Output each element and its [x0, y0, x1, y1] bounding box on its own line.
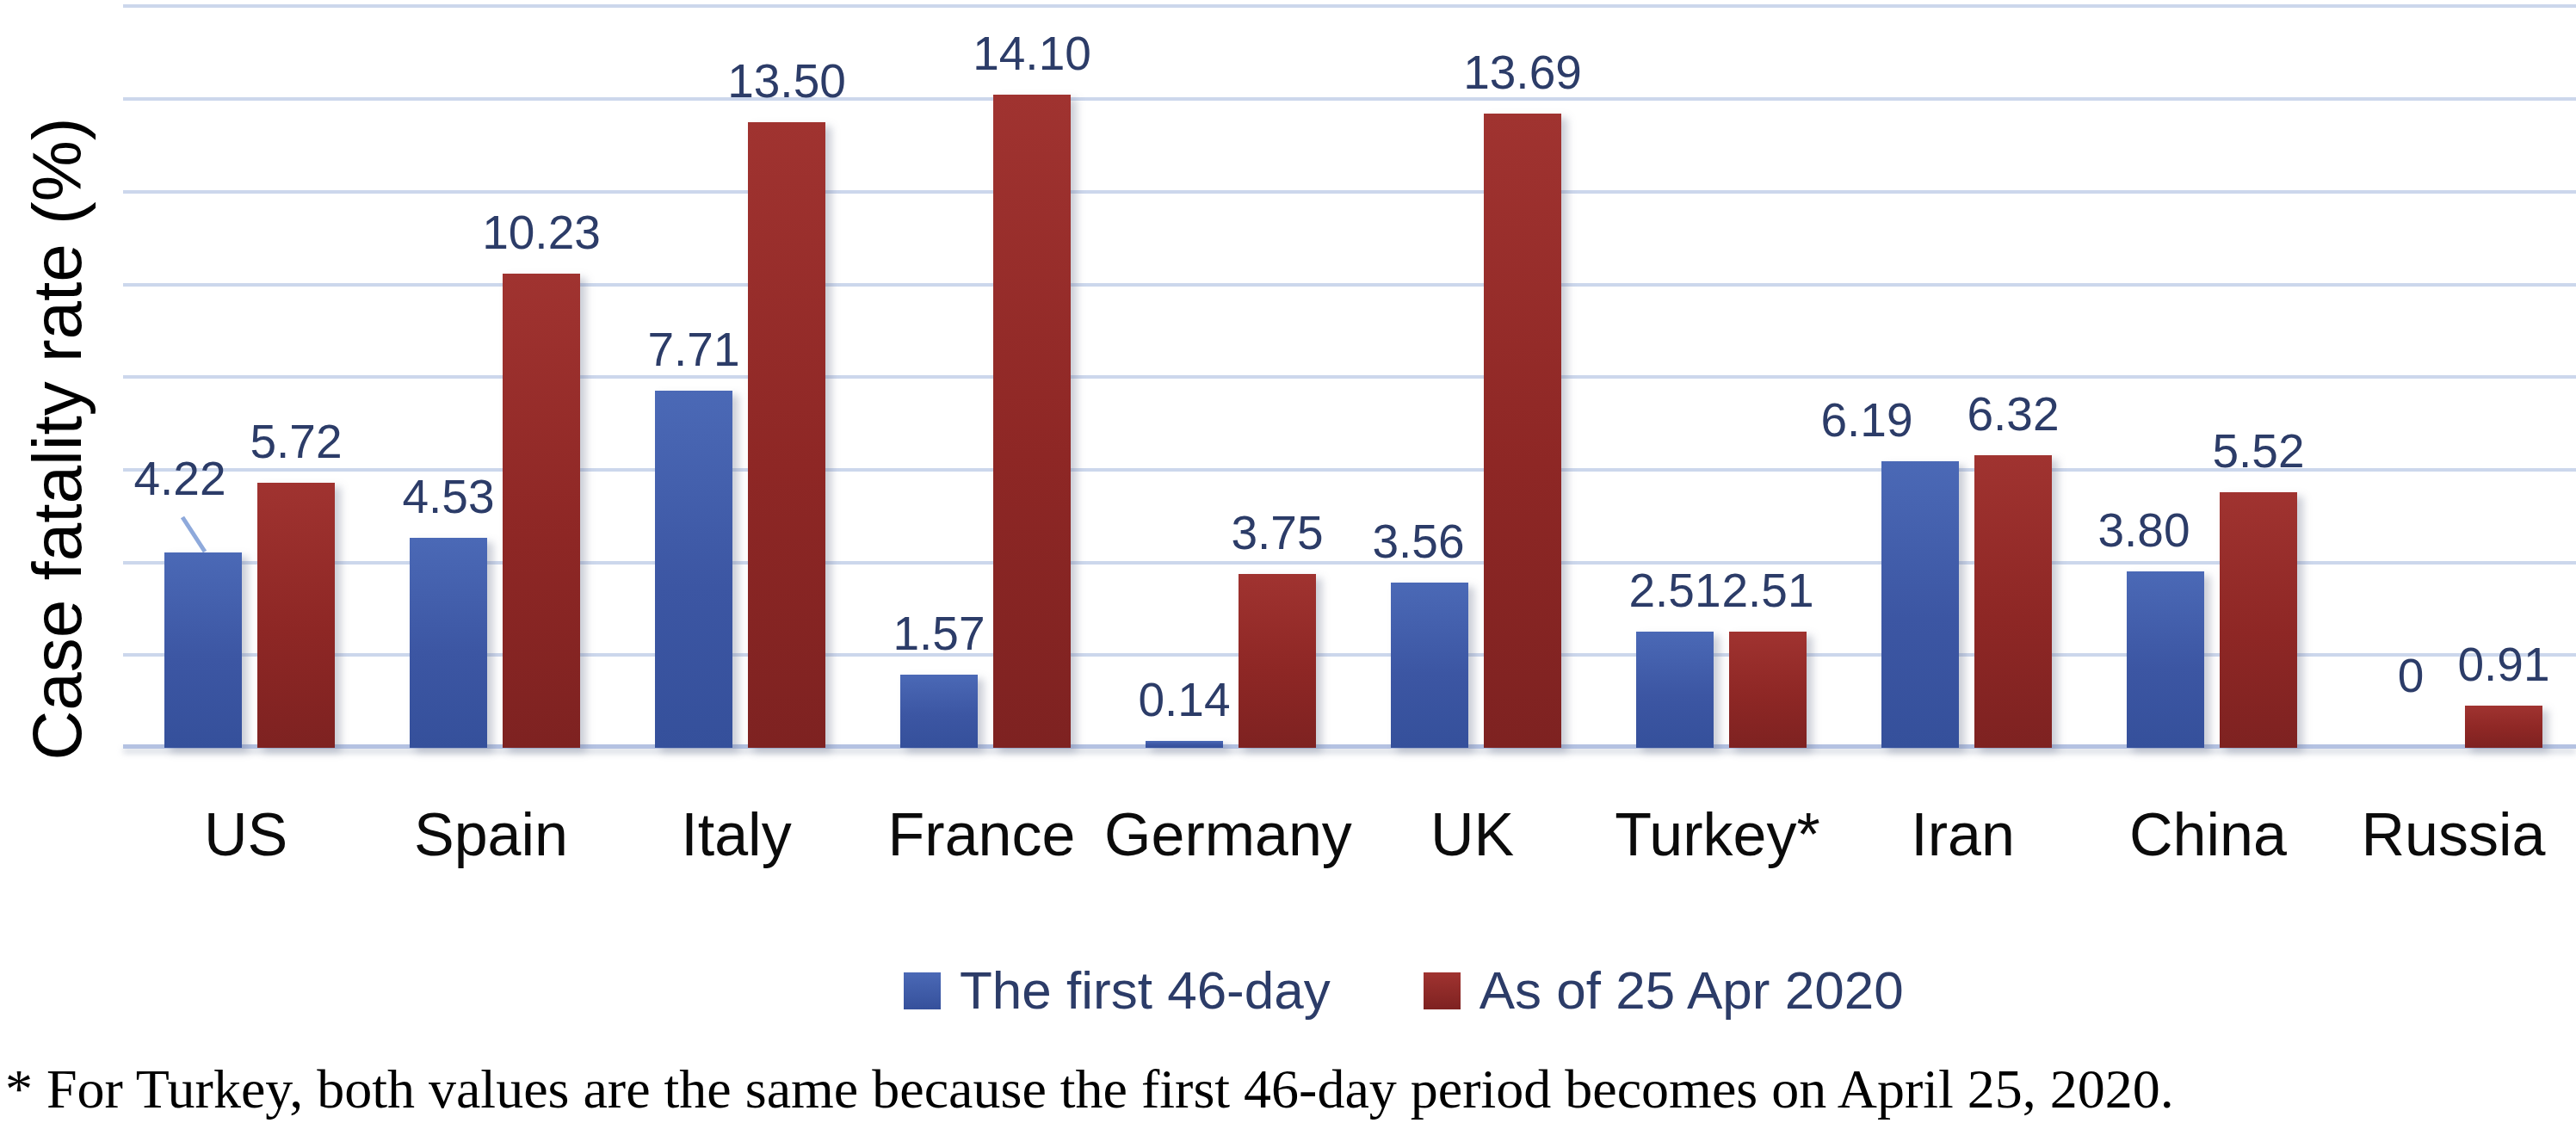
value-label-turkey-as-of-25-apr-2020: 2.51: [1639, 565, 1897, 616]
y-axis-title: Case fatality rate (%): [15, 103, 109, 774]
bar-china-as-of-25-apr-2020: [2220, 492, 2297, 748]
legend-item-first-46-day: The first 46-day: [904, 962, 1331, 1019]
bar-uk-the-first-46-day: [1391, 583, 1468, 748]
category-label-china: China: [2085, 800, 2331, 869]
bar-spain-the-first-46-day: [410, 538, 487, 748]
gridline: [123, 4, 2576, 8]
bar-spain-as-of-25-apr-2020: [503, 274, 580, 748]
value-label-us-as-of-25-apr-2020: 5.72: [167, 416, 425, 467]
category-label-france: France: [859, 800, 1104, 869]
bar-germany-as-of-25-apr-2020: [1239, 574, 1316, 748]
legend-item-as-of-25-apr: As of 25 Apr 2020: [1424, 962, 1904, 1019]
category-label-germany: Germany: [1104, 800, 1350, 869]
bar-us-as-of-25-apr-2020: [257, 483, 335, 748]
legend-swatch-blue-icon: [904, 972, 941, 1009]
value-label-china-as-of-25-apr-2020: 5.52: [2129, 425, 2388, 477]
value-label-france-as-of-25-apr-2020: 14.10: [903, 28, 1161, 79]
legend: The first 46-day As of 25 Apr 2020: [904, 962, 1904, 1019]
value-label-italy-as-of-25-apr-2020: 13.50: [658, 55, 916, 107]
gridline: [123, 375, 2576, 379]
bar-iran-as-of-25-apr-2020: [1974, 455, 2052, 748]
category-label-us: US: [123, 800, 368, 869]
x-axis-line: [123, 744, 2576, 749]
chart-figure: Case fatality rate (%) 4.224.537.711.570…: [0, 0, 2576, 1123]
legend-label-first-46-day: The first 46-day: [960, 962, 1331, 1019]
bar-turkey-as-of-25-apr-2020: [1729, 632, 1807, 748]
gridline: [123, 97, 2576, 101]
value-label-germany-as-of-25-apr-2020: 3.75: [1148, 507, 1406, 558]
bar-germany-the-first-46-day: [1146, 741, 1223, 748]
bar-us-the-first-46-day: [164, 552, 242, 748]
value-label-russia-as-of-25-apr-2020: 0.91: [2375, 639, 2576, 690]
label-leader-line: [123, 0, 2576, 745]
bar-turkey-the-first-46-day: [1636, 632, 1714, 748]
value-label-spain-as-of-25-apr-2020: 10.23: [412, 207, 670, 258]
category-label-iran: Iran: [1840, 800, 2085, 869]
legend-swatch-red-icon: [1424, 972, 1461, 1009]
bar-china-the-first-46-day: [2127, 571, 2204, 748]
value-label-iran-as-of-25-apr-2020: 6.32: [1884, 388, 2142, 440]
category-label-russia: Russia: [2331, 800, 2576, 869]
plot-area: 4.224.537.711.570.143.562.516.193.8005.7…: [123, 0, 2576, 748]
bar-italy-the-first-46-day: [655, 391, 732, 748]
bar-france-as-of-25-apr-2020: [993, 95, 1071, 748]
bar-france-the-first-46-day: [900, 675, 978, 748]
bar-italy-as-of-25-apr-2020: [748, 122, 825, 748]
category-label-uk: UK: [1350, 800, 1595, 869]
legend-label-as-of-25-apr: As of 25 Apr 2020: [1480, 962, 1904, 1019]
category-label-turkey: Turkey*: [1595, 800, 1840, 869]
category-label-italy: Italy: [614, 800, 859, 869]
bar-uk-as-of-25-apr-2020: [1484, 114, 1561, 748]
gridline: [123, 190, 2576, 194]
gridline: [123, 283, 2576, 287]
gridline: [123, 653, 2576, 657]
footnote: * For Turkey, both values are the same b…: [5, 1058, 2536, 1120]
category-label-spain: Spain: [368, 800, 614, 869]
bar-russia-as-of-25-apr-2020: [2465, 706, 2542, 748]
value-label-uk-as-of-25-apr-2020: 13.69: [1393, 46, 1652, 98]
